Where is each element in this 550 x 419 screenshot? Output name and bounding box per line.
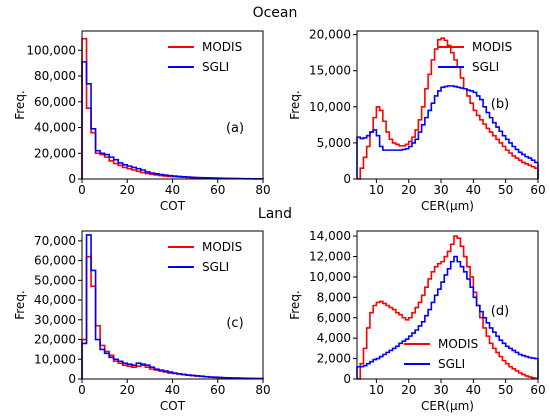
y-tick-label: 12,000 <box>309 250 351 264</box>
x-tick-label: 40 <box>165 183 180 197</box>
legend-label-modis: MODIS <box>202 40 242 54</box>
series-line-modis <box>357 37 539 180</box>
y-tick-label: 20,000 <box>309 28 351 42</box>
x-axis-label: CER(μm) <box>421 199 474 213</box>
series-line-sgli <box>356 85 539 179</box>
legend-label-modis: MODIS <box>438 337 478 351</box>
x-tick-label: 40 <box>466 383 481 397</box>
x-tick-label: 10 <box>369 183 384 197</box>
legend-label-modis: MODIS <box>202 240 242 254</box>
y-tick-label: 60,000 <box>34 95 76 109</box>
y-tick-label: 4,000 <box>317 331 351 345</box>
panel-a: 0 20 40 60 80 0 20,000 40,000 60,000 80,000 100,00… <box>13 30 271 213</box>
x-tick-label: 60 <box>210 183 225 197</box>
x-tick-label: 80 <box>255 383 270 397</box>
panel-label: (d) <box>491 304 509 319</box>
x-axis-label: CER(μm) <box>421 399 474 413</box>
series-line-modis <box>357 235 539 380</box>
x-tick-label: 50 <box>498 183 513 197</box>
y-tick-label: 10,000 <box>309 270 351 284</box>
y-tick-label: 20,000 <box>34 146 76 160</box>
y-tick-label: 40,000 <box>34 121 76 135</box>
series-line-sgli <box>81 61 264 180</box>
y-tick-label: 8,000 <box>317 290 351 304</box>
y-tick-label: 0 <box>343 372 351 386</box>
y-tick-label: 70,000 <box>34 234 76 248</box>
y-tick-label: 15,000 <box>309 64 351 78</box>
y-tick-label: 100,000 <box>26 43 76 57</box>
panel-d: 10 20 30 40 50 60 0 2,000 4,000 6,000 8,000 10,000 1… <box>288 229 546 413</box>
y-tick-label: 50,000 <box>34 273 76 287</box>
panel-label: (c) <box>226 316 243 331</box>
panel-b: 10 20 30 40 50 60 0 5,000 10,000 15,000 20,000 CER(… <box>288 28 546 213</box>
x-tick-label: 40 <box>165 383 180 397</box>
panel-label: (a) <box>226 121 244 136</box>
legend-label-modis: MODIS <box>472 40 512 54</box>
y-tick-label: 0 <box>68 172 76 186</box>
section-title-land: Land <box>258 206 292 222</box>
y-tick-label: 60,000 <box>34 254 76 268</box>
x-tick-label: 40 <box>466 183 481 197</box>
y-axis-label: Freq. <box>288 90 302 120</box>
section-title-ocean: Ocean <box>253 5 298 21</box>
y-tick-label: 0 <box>343 172 351 186</box>
x-axis-label: COT <box>160 199 186 213</box>
x-tick-label: 30 <box>433 183 448 197</box>
x-tick-label: 0 <box>78 183 86 197</box>
y-tick-label: 30,000 <box>34 313 76 327</box>
y-tick-label: 20,000 <box>34 333 76 347</box>
x-tick-label: 60 <box>530 383 545 397</box>
x-tick-label: 20 <box>120 383 135 397</box>
x-tick-label: 20 <box>120 183 135 197</box>
y-tick-label: 10,000 <box>34 352 76 366</box>
panel-label: (b) <box>491 97 509 112</box>
y-axis-label: Freq. <box>13 290 27 320</box>
series-line-sgli <box>356 255 539 379</box>
x-tick-label: 80 <box>255 183 270 197</box>
y-tick-label: 14,000 <box>309 229 351 243</box>
x-tick-label: 20 <box>401 183 416 197</box>
x-tick-label: 60 <box>530 183 545 197</box>
y-tick-label: 5,000 <box>317 136 351 150</box>
x-tick-label: 60 <box>210 383 225 397</box>
x-tick-label: 0 <box>78 383 86 397</box>
x-tick-label: 20 <box>401 383 416 397</box>
y-axis-label: Freq. <box>13 90 27 120</box>
plot-frame <box>356 30 539 180</box>
y-tick-label: 6,000 <box>317 311 351 325</box>
series-line-modis <box>81 37 264 180</box>
legend-label-sgli: SGLI <box>472 60 499 74</box>
legend-label-sgli: SGLI <box>202 60 229 74</box>
y-tick-label: 40,000 <box>34 293 76 307</box>
series-line-sgli <box>81 234 264 380</box>
y-tick-label: 2,000 <box>317 352 351 366</box>
x-tick-label: 10 <box>369 383 384 397</box>
y-tick-label: 10,000 <box>309 100 351 114</box>
plot-frame <box>356 230 539 380</box>
legend-label-sgli: SGLI <box>438 357 465 371</box>
y-axis-label: Freq. <box>288 290 302 320</box>
legend-label-sgli: SGLI <box>202 260 229 274</box>
x-axis-label: COT <box>160 399 186 413</box>
x-tick-label: 30 <box>433 383 448 397</box>
y-tick-label: 0 <box>68 372 76 386</box>
y-tick-label: 80,000 <box>34 69 76 83</box>
panel-c: 0 20 40 60 80 0 10,000 20,000 30,000 40,000 50,000… <box>13 230 271 413</box>
x-tick-label: 50 <box>498 383 513 397</box>
